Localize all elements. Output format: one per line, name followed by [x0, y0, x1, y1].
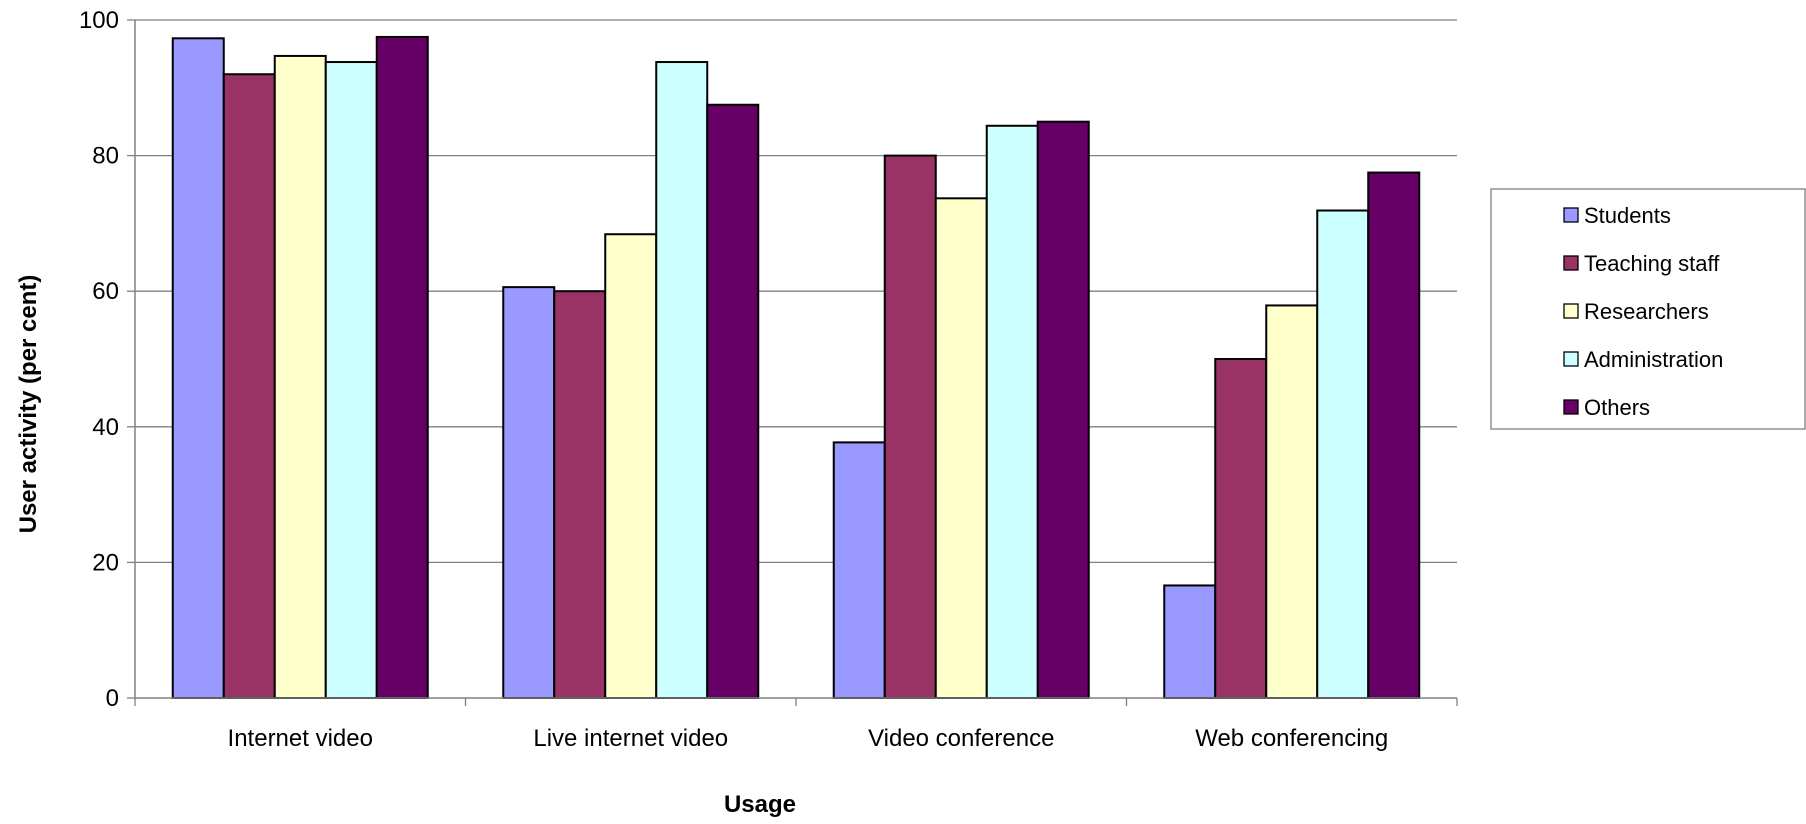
x-tick-label: Web conferencing	[1195, 725, 1388, 752]
bar-researchers	[273, 54, 327, 699]
y-tick-label: 40	[92, 414, 119, 441]
bar-others	[1367, 171, 1421, 700]
y-tick-label: 60	[92, 278, 119, 305]
x-axis-title: Usage	[724, 791, 796, 818]
bar-teaching-staff	[222, 73, 276, 700]
x-tick-label: Internet video	[228, 725, 373, 752]
y-tick-labels: 0 20 40 60 80 100	[79, 7, 119, 712]
legend-swatch	[1563, 207, 1579, 223]
bar-students	[832, 441, 886, 700]
bar-students	[502, 286, 556, 699]
y-tick-label: 100	[79, 7, 119, 34]
bar-administration	[985, 124, 1039, 699]
bar-researchers	[604, 233, 658, 700]
bar-teaching-staff	[1214, 358, 1268, 699]
bar-researchers	[934, 197, 988, 699]
x-tick-label: Video conference	[868, 725, 1054, 752]
x-tick-labels: Internet video Live internet video Video c…	[228, 725, 1389, 752]
bar-others	[1036, 120, 1090, 699]
bar-others	[375, 35, 429, 699]
bar-teaching-staff	[883, 154, 937, 700]
legend-swatch	[1563, 255, 1579, 271]
x-tick-label: Live internet video	[533, 725, 728, 752]
y-tick-label: 80	[92, 143, 119, 170]
legend-label: Researchers	[1584, 299, 1709, 324]
bar-teaching-staff	[553, 290, 607, 699]
axes	[127, 19, 1458, 706]
legend-swatch	[1563, 399, 1579, 415]
bar-students	[171, 37, 225, 699]
legend-label: Others	[1584, 395, 1650, 420]
bar-others	[706, 103, 760, 699]
y-axis-title: User activity (per cent)	[15, 275, 42, 534]
y-tick-label: 0	[106, 685, 119, 712]
legend-swatch	[1563, 351, 1579, 367]
bar-students	[1163, 584, 1217, 700]
y-tick-label: 20	[92, 549, 119, 576]
legend-label: Students	[1584, 203, 1671, 228]
legend-label: Teaching staff	[1584, 251, 1720, 276]
bar-administration	[324, 61, 378, 699]
bar-researchers	[1265, 304, 1319, 699]
bars	[171, 35, 1421, 700]
legend-swatch	[1563, 303, 1579, 319]
bar-administration	[655, 61, 709, 699]
legend-box	[1490, 188, 1806, 430]
bar-administration	[1316, 209, 1370, 699]
legend-label: Administration	[1584, 347, 1723, 372]
legend: Students Teaching staff Researchers Adminis…	[1490, 188, 1806, 430]
